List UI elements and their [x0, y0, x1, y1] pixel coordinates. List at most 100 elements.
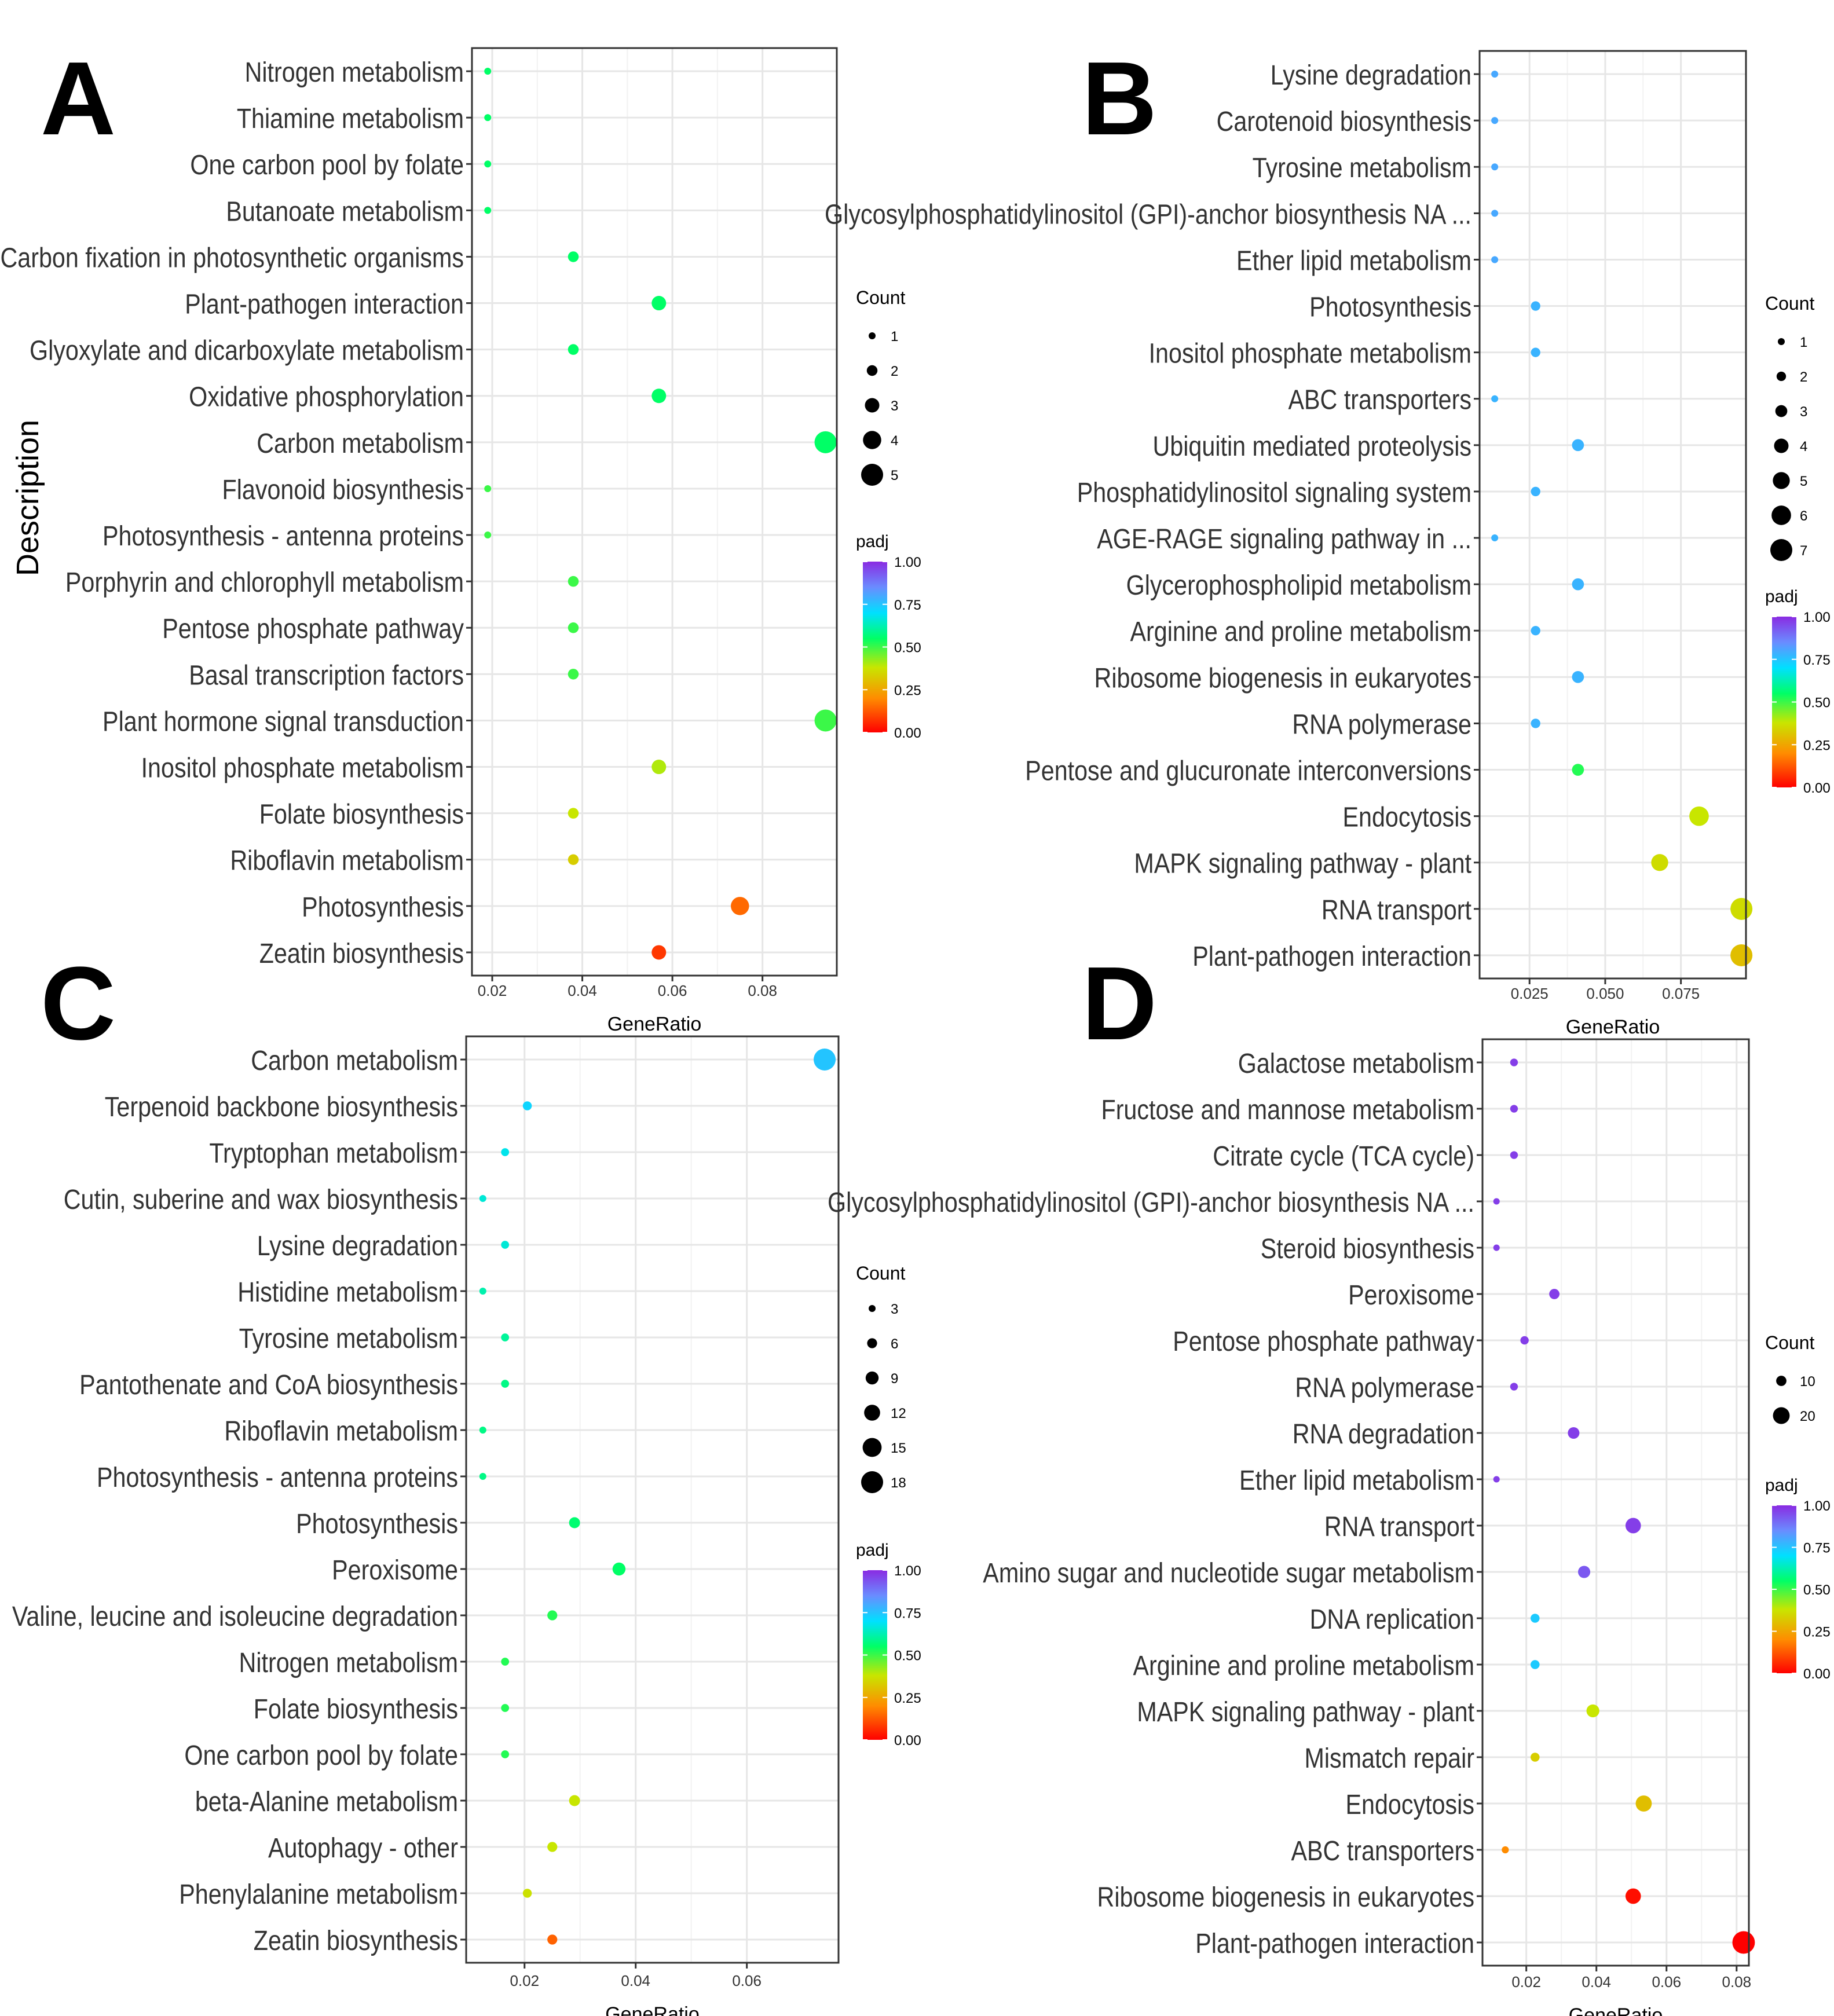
padj-tick-label: 0.50 — [1803, 695, 1831, 711]
y-tick-label: Pentose and glucuronate interconversions — [1025, 756, 1471, 787]
data-point — [568, 669, 579, 680]
x-tick-label: 0.050 — [1586, 985, 1624, 1002]
count-legend-dot — [867, 1338, 877, 1348]
data-point — [501, 1241, 510, 1249]
panel-letter-d: D — [1082, 945, 1157, 1062]
y-tick-label: Phosphatidylinositol signaling system — [1077, 477, 1471, 508]
y-tick-label: Riboflavin metabolism — [224, 1416, 458, 1447]
x-tick-label: 0.08 — [1722, 1973, 1752, 1991]
data-point — [1625, 1888, 1641, 1904]
data-point — [1493, 1244, 1500, 1251]
data-point — [501, 1380, 510, 1388]
padj-tick-label: 0.75 — [1803, 1541, 1831, 1556]
data-point — [1510, 1105, 1518, 1113]
count-legend-label: 20 — [1800, 1409, 1815, 1424]
y-tick-label: Glycerophospholipid metabolism — [1126, 570, 1471, 601]
data-point — [479, 1195, 486, 1202]
count-legend-dot — [1774, 438, 1789, 453]
count-legend-dot — [1773, 472, 1790, 489]
data-point — [1572, 671, 1584, 683]
y-tick-label: Ribosome biogenesis in eukaryotes — [1094, 662, 1471, 694]
data-point — [814, 431, 837, 453]
data-point — [1531, 1753, 1540, 1762]
count-legend-dot — [869, 332, 876, 339]
y-tick-label: Basal transcription factors — [189, 659, 464, 691]
y-tick-label: Folate biosynthesis — [254, 1694, 458, 1725]
data-point — [1651, 854, 1668, 871]
y-tick-label: Ether lipid metabolism — [1236, 245, 1471, 277]
data-point — [1549, 1289, 1560, 1299]
y-tick-label: Peroxisome — [332, 1555, 458, 1586]
x-axis-title: GeneRatio — [1569, 2004, 1663, 2016]
x-axis-title: GeneRatio — [607, 1013, 702, 1035]
plot-border — [465, 1035, 840, 1964]
y-tick-label: Glycosylphosphatidylinositol (GPI)-ancho… — [828, 1187, 1474, 1218]
y-tick-label: One carbon pool by folate — [184, 1740, 458, 1771]
y-tick-label: Inositol phosphate metabolism — [1149, 338, 1471, 369]
y-tick-label: Tryptophan metabolism — [209, 1138, 458, 1169]
data-point — [1625, 1518, 1641, 1534]
y-tick-label: Tyrosine metabolism — [1253, 152, 1471, 184]
data-point — [569, 1517, 580, 1529]
count-legend-label: 9 — [891, 1371, 898, 1387]
data-point — [522, 1101, 532, 1110]
data-point — [651, 945, 667, 960]
data-point — [1493, 1476, 1500, 1483]
data-point — [814, 1049, 836, 1071]
y-tick-label: Lysine degradation — [1271, 60, 1471, 91]
padj-legend-title: padj — [1765, 587, 1798, 606]
x-tick-label: 0.06 — [732, 1972, 762, 1989]
data-point — [1531, 1660, 1540, 1669]
data-point — [1689, 806, 1709, 826]
count-legend-dot — [862, 1438, 882, 1457]
data-point — [1491, 210, 1499, 217]
x-tick-label: 0.025 — [1511, 985, 1549, 1002]
padj-tick-label: 1.00 — [1803, 610, 1831, 625]
count-legend-title: Count — [856, 1263, 906, 1284]
data-point — [1491, 163, 1499, 171]
y-tick-label: RNA transport — [1321, 895, 1472, 926]
y-tick-label: Photosynthesis — [302, 892, 464, 923]
data-point — [1635, 1795, 1652, 1812]
y-tick-label: Carbon metabolism — [257, 428, 464, 459]
y-tick-label: Porphyrin and chlorophyll metabolism — [65, 567, 464, 598]
data-point — [568, 576, 579, 587]
plot-area — [466, 1036, 839, 1963]
data-point — [1520, 1336, 1529, 1345]
count-legend-title: Count — [1765, 293, 1815, 314]
y-tick-label: Glycosylphosphatidylinositol (GPI)-ancho… — [825, 199, 1471, 230]
count-legend-dot — [865, 398, 880, 413]
y-tick-label: Thiamine metabolism — [237, 103, 464, 134]
y-tick-label: Valine, leucine and isoleucine degradati… — [12, 1601, 458, 1632]
y-tick-label: Citrate cycle (TCA cycle) — [1213, 1141, 1474, 1172]
count-legend-label: 5 — [1800, 474, 1807, 489]
x-tick-label: 0.02 — [1511, 1973, 1541, 1991]
data-point — [568, 622, 579, 633]
count-legend-dot — [1770, 539, 1792, 561]
data-point — [1531, 719, 1540, 728]
y-tick-label: Flavonoid biosynthesis — [222, 474, 464, 505]
count-legend-label: 10 — [1800, 1374, 1815, 1390]
y-tick-label: Histidine metabolism — [237, 1277, 458, 1308]
y-tick-label: MAPK signaling pathway - plant — [1137, 1696, 1474, 1728]
data-point — [1572, 439, 1584, 452]
count-legend-dot — [864, 1405, 880, 1421]
y-tick-label: Nitrogen metabolism — [239, 1647, 458, 1678]
plot-area — [1482, 1039, 1749, 1966]
data-point — [547, 1934, 558, 1945]
data-point — [479, 1473, 486, 1480]
x-tick-label: 0.04 — [621, 1972, 650, 1989]
y-tick-label: Photosynthesis — [1309, 292, 1471, 323]
data-point — [501, 1750, 510, 1758]
data-point — [1491, 117, 1499, 124]
plot-border — [1481, 1038, 1750, 1967]
padj-tick-label: 0.25 — [1803, 738, 1831, 753]
y-tick-label: Plant-pathogen interaction — [185, 289, 464, 320]
count-legend-label: 2 — [1800, 369, 1807, 385]
y-tick-label: ABC transporters — [1291, 1835, 1474, 1867]
x-axis-title: GeneRatio — [605, 2003, 700, 2016]
count-legend-dot — [861, 464, 883, 486]
padj-tick-label: 1.00 — [894, 555, 921, 570]
data-point — [501, 1333, 510, 1341]
